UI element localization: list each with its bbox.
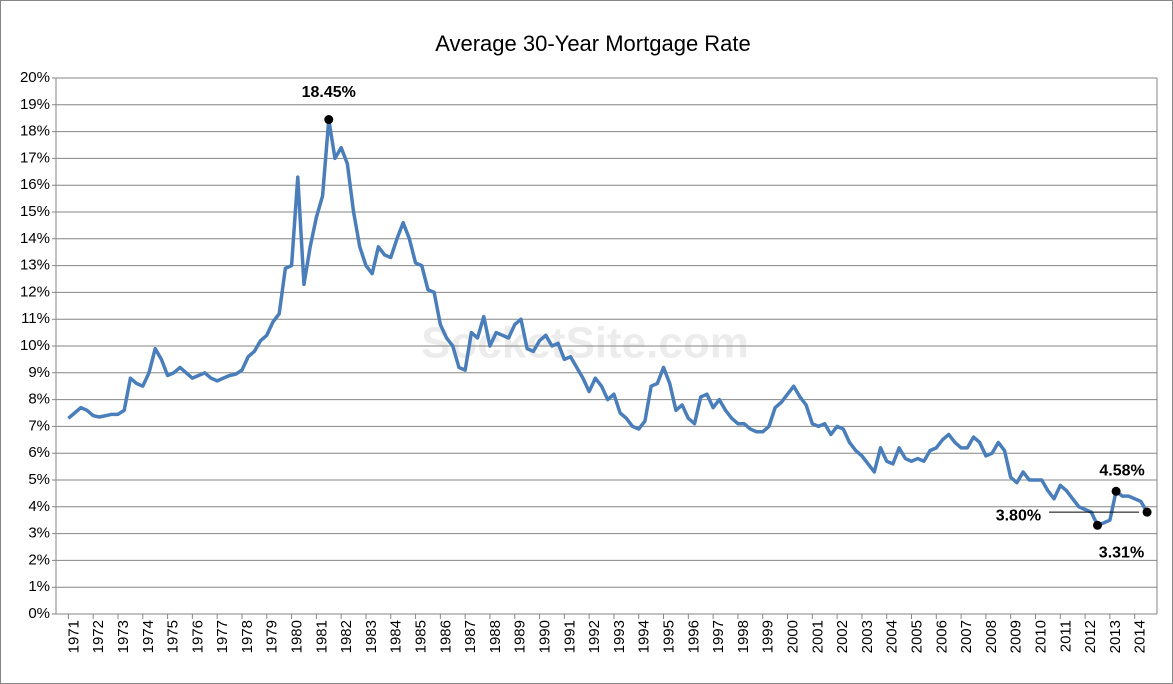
y-tick-label: 18%: [20, 123, 50, 140]
x-tick-label: 1989: [512, 620, 529, 653]
y-tick-label: 16%: [20, 176, 50, 193]
watermark: SocketSite.com: [421, 319, 749, 368]
y-tick-label: 14%: [20, 230, 50, 247]
y-tick-label: 17%: [20, 149, 50, 166]
x-tick-label: 2004: [884, 620, 901, 653]
x-tick-label: 2008: [983, 620, 1000, 653]
x-tick-label: 1975: [165, 620, 182, 653]
x-tick-label: 2006: [933, 620, 950, 653]
annotation-label: 3.31%: [1099, 545, 1144, 562]
annotation-label: 3.80%: [996, 507, 1041, 524]
x-tick-label: 1992: [586, 620, 603, 653]
y-tick-label: 2%: [28, 551, 50, 568]
x-tick-label: 2007: [958, 620, 975, 653]
x-tick-label: 2001: [809, 620, 826, 653]
x-tick-label: 2011: [1057, 620, 1074, 652]
y-tick-label: 19%: [20, 96, 50, 113]
y-tick-label: 20%: [20, 69, 50, 86]
y-tick-label: 11%: [21, 310, 50, 327]
x-tick-label: 1981: [313, 620, 330, 653]
x-tick-label: 1978: [239, 620, 256, 653]
x-tick-label: 1988: [487, 620, 504, 653]
x-tick-label: 1976: [189, 620, 206, 653]
y-tick-label: 3%: [28, 525, 50, 542]
x-tick-label: 2013: [1107, 620, 1124, 653]
y-tick-label: 4%: [28, 498, 50, 515]
x-tick-label: 2014: [1132, 620, 1149, 653]
x-tick-label: 1986: [437, 620, 454, 653]
x-tick-label: 1990: [537, 620, 554, 653]
annotation-point: [324, 115, 334, 125]
y-tick-label: 5%: [28, 471, 50, 488]
x-tick-label: 1982: [338, 620, 355, 653]
x-tick-label: 1987: [462, 620, 479, 653]
x-tick-label: 1977: [214, 620, 231, 653]
y-tick-label: 9%: [28, 364, 50, 381]
annotation-label: 18.45%: [302, 84, 356, 101]
x-tick-label: 2005: [908, 620, 925, 653]
annotation-point: [1142, 507, 1152, 517]
x-tick-label: 1980: [289, 620, 306, 653]
chart-title: Average 30-Year Mortgage Rate: [435, 31, 751, 56]
x-tick-label: 1972: [90, 620, 107, 653]
y-tick-label: 1%: [28, 578, 50, 595]
x-tick-label: 1985: [413, 620, 430, 653]
x-tick-label: 1998: [735, 620, 752, 653]
x-tick-label: 1973: [115, 620, 132, 653]
x-tick-label: 1997: [710, 620, 727, 653]
x-tick-label: 1983: [363, 620, 380, 653]
x-tick-label: 2002: [834, 620, 851, 653]
annotation-point: [1092, 520, 1102, 530]
x-tick-label: 1979: [264, 620, 281, 653]
y-tick-label: 6%: [28, 444, 50, 461]
data-line: [67, 117, 1149, 528]
y-tick-label: 15%: [20, 203, 50, 220]
x-tick-label: 1995: [661, 620, 678, 653]
x-tick-label: 1999: [760, 620, 777, 653]
x-tick-label: 1974: [140, 620, 157, 653]
y-tick-label: 8%: [28, 391, 50, 408]
x-tick-label: 1984: [388, 620, 405, 653]
y-tick-label: 13%: [20, 257, 50, 274]
x-tick-label: 2003: [859, 620, 876, 653]
x-tick-label: 1994: [636, 620, 653, 653]
x-tick-label: 2000: [784, 620, 801, 653]
y-tick-label: 12%: [20, 283, 50, 300]
x-tick-label: 1996: [685, 620, 702, 653]
annotation-point: [1111, 486, 1121, 496]
y-tick-label: 10%: [20, 337, 50, 354]
y-tick-label: 0%: [28, 605, 50, 622]
x-tick-label: 1991: [561, 620, 578, 653]
x-tick-label: 1993: [611, 620, 628, 653]
x-tick-label: 2010: [1032, 620, 1049, 653]
x-tick-label: 1971: [65, 620, 82, 653]
y-tick-label: 7%: [28, 417, 50, 434]
x-tick-label: 2009: [1008, 620, 1025, 653]
annotation-label: 4.58%: [1099, 462, 1144, 479]
x-tick-label: 2012: [1082, 620, 1099, 653]
